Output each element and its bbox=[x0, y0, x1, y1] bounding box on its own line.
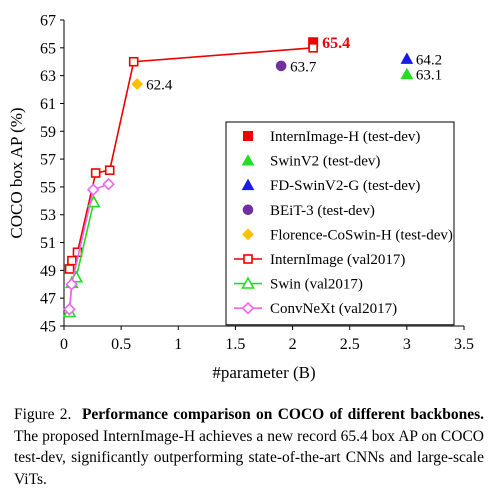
legend-item-6: Swin (val2017) bbox=[234, 276, 363, 293]
y-tick-label: 51 bbox=[40, 235, 56, 252]
data-label: 65.4 bbox=[322, 35, 350, 52]
series-2: 64.2 bbox=[400, 52, 442, 68]
data-point bbox=[128, 56, 139, 67]
legend-marker bbox=[242, 204, 254, 216]
chart: 45 47 49 51 53 55 57 59 61 63 65 67 0 0.5 1 1.5 2 2.5 3 3.5… bbox=[7, 13, 474, 383]
data-label: 63.7 bbox=[290, 59, 317, 75]
data-label: 62.4 bbox=[146, 77, 173, 93]
data-point bbox=[63, 302, 76, 316]
x-tick-label: 2.5 bbox=[340, 336, 360, 353]
data-label: 63.1 bbox=[416, 68, 442, 84]
y-tick-label: 61 bbox=[40, 96, 56, 113]
x-tick-label: 1.5 bbox=[225, 336, 245, 353]
legend: InternImage-H (test-dev) SwinV2 (test-dev… bbox=[225, 121, 455, 326]
legend-item-2: FD-SwinV2-G (test-dev) bbox=[241, 178, 420, 194]
data-point bbox=[64, 264, 75, 274]
series-1: 63.1 bbox=[400, 67, 442, 84]
series-0: 65.4 bbox=[308, 35, 350, 52]
legend-marker bbox=[241, 178, 255, 191]
caption-prefix: Figure 2. bbox=[14, 406, 72, 423]
axes: 45 47 49 51 53 55 57 59 61 63 65 67 0 0.5 1 1.5 2 2.5 3 3.5… bbox=[7, 13, 474, 383]
legend-label: FD-SwinV2-G (test-dev) bbox=[270, 178, 420, 194]
data-point bbox=[102, 177, 115, 191]
caption-body: The proposed InternImage-H achieves a ne… bbox=[14, 427, 484, 488]
legend-label: ConvNeXt (val2017) bbox=[270, 301, 397, 317]
data-point bbox=[131, 78, 144, 90]
y-tick-label: 67 bbox=[40, 13, 56, 30]
data-point bbox=[86, 183, 100, 197]
x-tick-label: 1 bbox=[174, 336, 182, 353]
legend-label: InternImage (val2017) bbox=[270, 252, 405, 268]
legend-label: Swin (val2017) bbox=[270, 277, 363, 293]
y-tick-label: 63 bbox=[40, 68, 56, 85]
legend-marker bbox=[243, 254, 253, 264]
y-tick-label: 55 bbox=[40, 179, 56, 196]
legend-item-5: InternImage (val2017) bbox=[234, 252, 405, 268]
y-tick-label: 45 bbox=[40, 319, 56, 336]
legend-item-7: ConvNeXt (val2017) bbox=[234, 301, 397, 317]
legend-item-0: InternImage-H (test-dev) bbox=[243, 129, 420, 145]
legend-item-1: SwinV2 (test-dev) bbox=[241, 154, 380, 170]
legend-label: Florence-CoSwin-H (test-dev) bbox=[270, 227, 453, 243]
x-tick-label: 0 bbox=[60, 336, 68, 353]
data-point bbox=[90, 168, 101, 178]
caption-bold: Performance comparison on COCO of differ… bbox=[81, 406, 484, 423]
series-5 bbox=[64, 43, 318, 274]
legend-item-4: Florence-CoSwin-H (test-dev) bbox=[242, 227, 453, 243]
legend-marker bbox=[241, 154, 255, 166]
data-point bbox=[104, 165, 115, 176]
series-4: 62.4 bbox=[131, 77, 173, 93]
data-point bbox=[400, 52, 414, 64]
series-3: 63.7 bbox=[275, 59, 317, 75]
legend-label: BEiT-3 (test-dev) bbox=[270, 203, 375, 219]
legend-marker bbox=[241, 276, 255, 289]
legend-marker bbox=[242, 228, 254, 241]
x-axis-title: #parameter (B) bbox=[212, 363, 315, 382]
series-line bbox=[68, 183, 109, 310]
legend-marker bbox=[243, 131, 253, 141]
y-tick-label: 47 bbox=[40, 291, 56, 308]
legend-label: InternImage-H (test-dev) bbox=[270, 129, 420, 145]
x-tick-label: 0.5 bbox=[111, 336, 131, 353]
y-tick-label: 49 bbox=[40, 263, 56, 280]
data-point bbox=[65, 277, 78, 291]
data-point bbox=[67, 255, 77, 266]
data-point bbox=[308, 43, 318, 53]
y-tick-label: 57 bbox=[40, 152, 56, 169]
legend-marker bbox=[241, 301, 255, 315]
y-tick-label: 53 bbox=[40, 207, 56, 224]
series-7 bbox=[63, 177, 115, 316]
x-tick-label: 2 bbox=[289, 336, 297, 353]
data-label: 64.2 bbox=[416, 52, 442, 68]
legend-box bbox=[225, 121, 455, 326]
legend-item-3: BEiT-3 (test-dev) bbox=[242, 203, 375, 219]
series-layer: 65.4 63.164.2 63.7 62.4 bbox=[62, 35, 442, 318]
x-tick-label: 3.5 bbox=[454, 336, 474, 353]
x-tick-label: 3 bbox=[403, 336, 411, 353]
legend-label: SwinV2 (test-dev) bbox=[270, 154, 380, 170]
data-point bbox=[275, 60, 287, 72]
data-point bbox=[400, 67, 414, 80]
y-tick-label: 65 bbox=[40, 40, 56, 57]
y-axis-title: COCO box AP (%) bbox=[7, 107, 26, 238]
y-tick-label: 59 bbox=[40, 124, 56, 141]
figure-caption: Figure 2. Performance comparison on COCO… bbox=[14, 404, 484, 490]
